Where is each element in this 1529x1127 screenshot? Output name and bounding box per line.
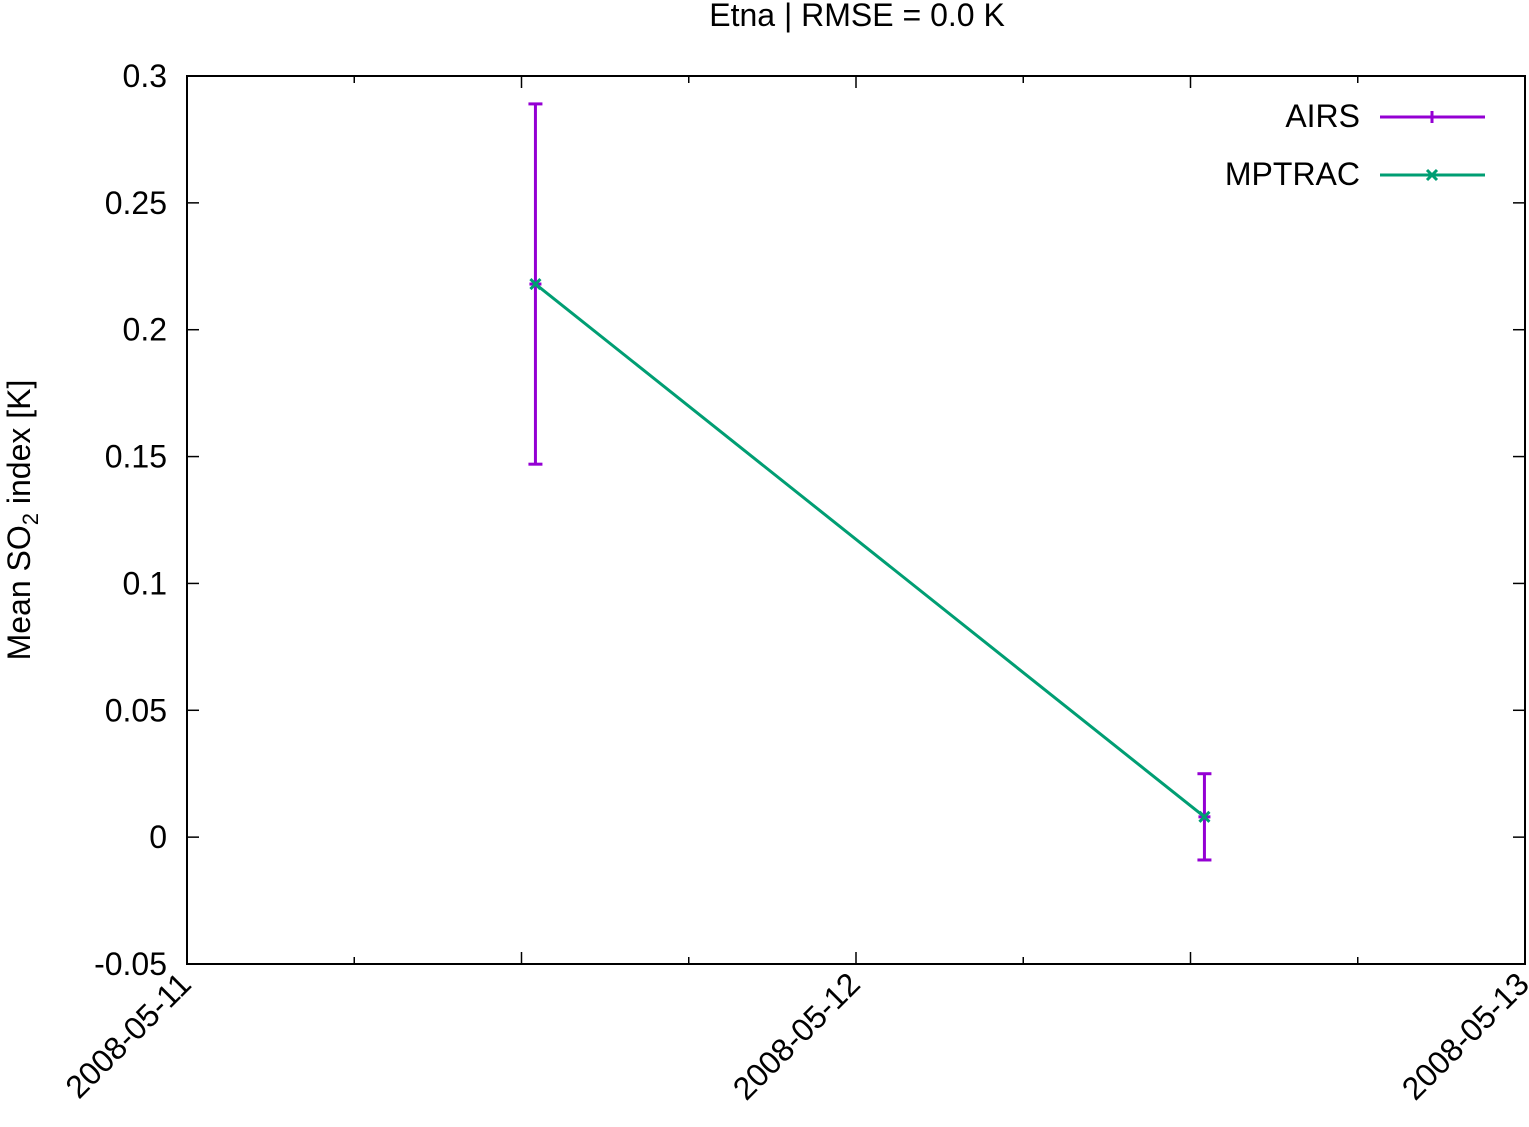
plot-area (527, 102, 1213, 965)
legend: AIRS MPTRAC (1225, 98, 1485, 192)
y-axis-label-prefix: Mean SO (1, 525, 37, 660)
y-axis-label-subscript: 2 (18, 513, 43, 525)
mptrac-line (534, 282, 1206, 819)
y-tick-label: 0.2 (123, 312, 167, 348)
y-tick-label: 0.1 (123, 565, 167, 601)
legend-label: AIRS (1285, 98, 1360, 134)
y-axis-label-suffix: index [K] (1, 380, 37, 513)
mptrac-point (529, 277, 542, 291)
x-tick-label: 2008-05-13 (1395, 965, 1529, 1106)
y-tick-label: 0.05 (105, 692, 167, 728)
y-tick-label: -0.05 (94, 946, 167, 982)
x-tick-label: 2008-05-12 (726, 965, 867, 1106)
y-tick-label: 0 (149, 819, 167, 855)
chart-title: Etna | RMSE = 0.0 K (709, 0, 1005, 33)
plot-frame (186, 75, 1526, 965)
legend-label: MPTRAC (1225, 156, 1360, 192)
y-axis-label: Mean SO2 index [K] (1, 380, 43, 661)
mptrac-point (1198, 810, 1211, 823)
y-tick-label: 0.25 (105, 185, 167, 221)
y-tick-label: 0.15 (105, 439, 167, 475)
x-tick-label: 2008-05-11 (58, 965, 198, 1105)
y-tick-label: 0.3 (123, 58, 167, 94)
legend-marker (1425, 168, 1439, 182)
